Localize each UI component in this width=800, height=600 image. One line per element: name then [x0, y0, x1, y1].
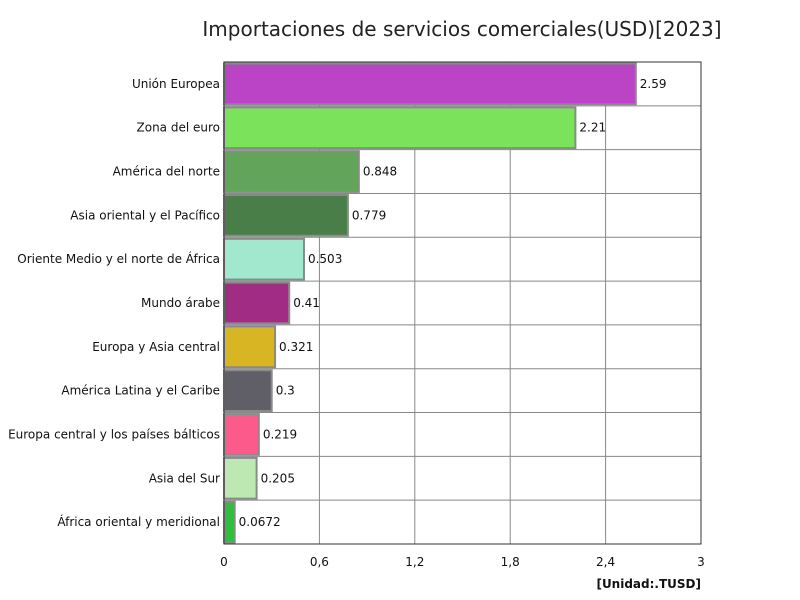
value-label: 0.779	[352, 208, 386, 222]
bar	[223, 325, 277, 369]
bar	[223, 150, 360, 193]
bar	[223, 237, 305, 281]
bar	[223, 106, 577, 150]
bar	[223, 193, 349, 237]
bar	[223, 500, 236, 544]
value-label: 2.21	[579, 121, 606, 135]
value-label: 0.41	[293, 296, 320, 310]
x-tick-label: 2,4	[596, 555, 615, 569]
category-label: Oriente Medio y el norte de África	[17, 251, 220, 266]
bar	[223, 456, 258, 500]
bar	[223, 369, 273, 413]
value-label: 0.848	[363, 165, 397, 179]
category-label: África oriental y meridional	[57, 514, 220, 529]
category-labels: Unión Europea Zona del euro América del no…	[8, 77, 220, 529]
category-label: Asia del Sur	[149, 471, 220, 485]
category-label: Europa y Asia central	[92, 340, 220, 354]
bars	[223, 62, 637, 544]
x-tick-label: 0	[220, 555, 228, 569]
category-label: Unión Europea	[132, 77, 220, 91]
category-label: Asia oriental y el Pacífico	[70, 208, 220, 222]
plot-frame	[223, 61, 702, 545]
bar	[223, 281, 291, 325]
value-label: 2.59	[640, 77, 667, 91]
x-tick-label: 1,8	[501, 555, 520, 569]
x-tick-label: 1,2	[405, 555, 424, 569]
category-label: Zona del euro	[137, 121, 220, 135]
bar	[223, 413, 260, 456]
value-label: 0.219	[263, 427, 297, 441]
x-tick-label: 3	[697, 555, 705, 569]
unit-label: [Unidad:.TUSD]	[596, 577, 701, 591]
grid-lines	[224, 62, 701, 544]
x-tick-label: 0,6	[310, 555, 329, 569]
value-label: 0.205	[261, 471, 295, 485]
x-axis-ticks: 0 0,6 1,2 1,8 2,4 3	[220, 555, 705, 569]
bar	[223, 62, 637, 106]
category-label: Mundo árabe	[141, 296, 220, 310]
category-label: América Latina y el Caribe	[61, 384, 220, 398]
value-label: 0.3	[276, 384, 295, 398]
chart-title: Importaciones de servicios comerciales(U…	[202, 17, 721, 41]
value-label: 0.0672	[239, 515, 281, 529]
category-label: Europa central y los países bálticos	[8, 427, 220, 441]
value-label: 0.503	[308, 252, 342, 266]
value-labels: 2.59 2.21 0.848 0.779 0.503 0.41 0.321 0.3 0.219…	[239, 77, 667, 529]
value-label: 0.321	[279, 340, 313, 354]
category-label: América del norte	[113, 165, 220, 179]
